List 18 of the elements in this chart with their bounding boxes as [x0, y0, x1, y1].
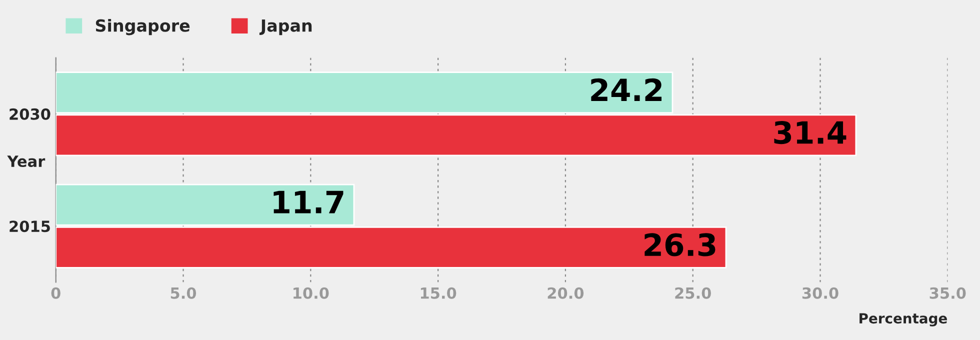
- y-tick-label: 2030: [10, 108, 50, 120]
- y-tick-label: 2015: [10, 220, 50, 232]
- data-label: 11.7: [274, 190, 344, 214]
- x-tick-label: 35.0: [930, 287, 966, 299]
- x-tick-label: 5.0: [170, 287, 196, 299]
- data-label: 31.4: [774, 120, 846, 144]
- data-label: 24.2: [591, 78, 662, 102]
- legend-label: Japan: [259, 19, 312, 36]
- legend-label: Singapore: [96, 18, 190, 36]
- x-tick-label: 20.0: [548, 287, 584, 299]
- data-label: 26.3: [644, 233, 716, 256]
- x-tick-label: 25.0: [675, 287, 711, 299]
- x-tick-label: 15.0: [420, 287, 456, 299]
- x-tick-label: 30.0: [802, 287, 838, 299]
- x-axis-title: Percentage: [860, 313, 947, 326]
- x-tick-label: 10.0: [294, 287, 329, 299]
- x-tick-label: 0: [51, 287, 60, 299]
- y-axis-title: Year: [7, 156, 46, 168]
